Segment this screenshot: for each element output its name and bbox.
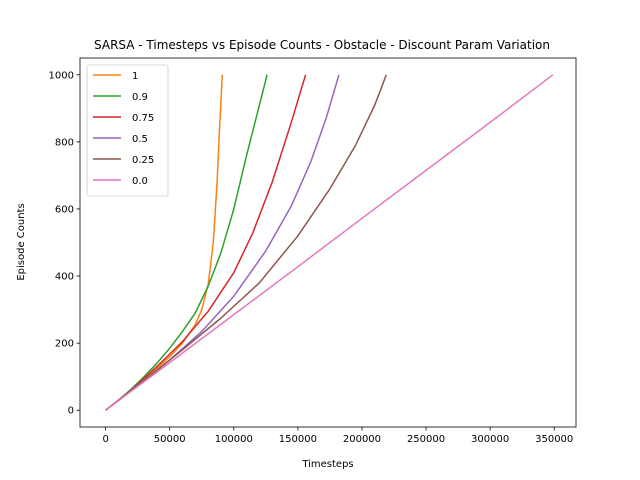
plot-lines (105, 74, 554, 411)
x-tick-label: 300000 (471, 434, 509, 445)
plot-frame (79, 57, 577, 428)
legend-label-1: 0.9 (132, 92, 148, 103)
y-tick-label: 1000 (49, 70, 74, 81)
y-axis: 0 200 400 600 800 1000 (49, 70, 80, 417)
y-tick-label: 400 (55, 272, 74, 283)
x-tick-label: 100000 (215, 434, 253, 445)
x-tick-label: 250000 (407, 434, 445, 445)
x-tick-label: 350000 (535, 434, 573, 445)
legend-label-2: 0.75 (132, 113, 154, 124)
legend-label-3: 0.5 (132, 134, 148, 145)
y-tick-label: 0 (68, 406, 74, 417)
legend-label-5: 0.0 (132, 176, 148, 187)
y-tick-label: 200 (55, 339, 74, 350)
x-axis-label: Timesteps (301, 459, 353, 470)
y-tick-label: 800 (55, 137, 74, 148)
series-line-1 (105, 74, 268, 411)
x-tick-label: 200000 (343, 434, 381, 445)
legend-label-4: 0.25 (132, 155, 154, 166)
y-axis-label: Episode Counts (16, 203, 27, 280)
x-tick-label: 50000 (154, 434, 186, 445)
y-tick-label: 600 (55, 204, 74, 215)
series-line-4 (105, 74, 388, 411)
legend-box (86, 64, 169, 197)
chart-title: SARSA - Timesteps vs Episode Counts - Ob… (94, 38, 550, 52)
x-axis: 0 50000 100000 150000 200000 250000 300000 3500… (102, 427, 573, 445)
x-tick-label: 150000 (279, 434, 317, 445)
series-line-5 (105, 74, 554, 411)
legend-label-0: 1 (132, 71, 138, 82)
legend: 1 0.9 0.75 0.5 0.25 0.0 (86, 64, 169, 197)
series-line-2 (105, 74, 307, 411)
x-tick-label: 0 (102, 434, 108, 445)
